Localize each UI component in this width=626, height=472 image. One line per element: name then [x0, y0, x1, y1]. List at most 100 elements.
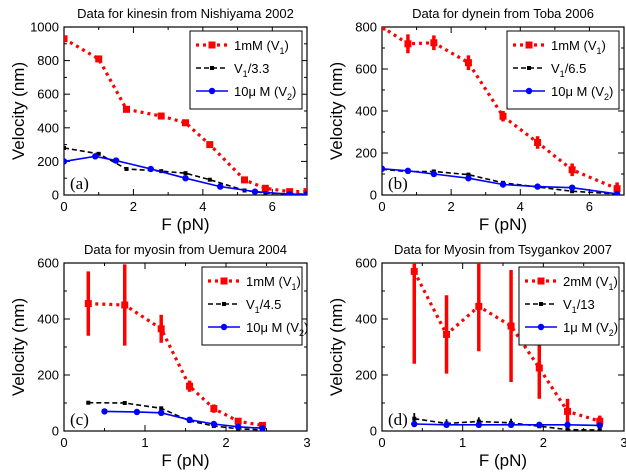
series-line-2 [382, 167, 618, 195]
data-point [186, 416, 193, 423]
legend-swatch-marker [210, 66, 214, 70]
x-tick-label: 2 [130, 199, 137, 214]
x-tick-label: 6 [269, 199, 276, 214]
data-point [466, 172, 471, 177]
legend-label: V1/3.3 [234, 61, 269, 79]
y-tick-label: 0 [370, 424, 377, 439]
legend-label-tail: /13 [577, 297, 595, 312]
y-tick-label: 400 [37, 120, 59, 135]
data-point [411, 420, 418, 428]
chart-panel-3: Data for Myosin from Tsygankov 2007 0 1 2 3 0… [327, 242, 626, 470]
legend: 1mM (V1) V1/3.3 10μ M (V2) [189, 30, 303, 110]
legend-label: 10μ M (V2) [234, 84, 296, 102]
data-point [157, 325, 165, 333]
legend-label: 1mM (V1) [551, 38, 606, 56]
chart-title: Data for kinesin from Nishiyama 2002 [77, 6, 294, 21]
y-axis-label: Velocity (nm) [9, 62, 28, 160]
data-point [475, 302, 483, 310]
y-tick-label: 400 [37, 312, 59, 327]
series-group [410, 263, 604, 431]
data-point [570, 189, 575, 194]
legend-swatch-marker [222, 302, 226, 306]
legend-label: 10μ M (V2) [551, 84, 613, 102]
data-point [382, 165, 386, 172]
legend-label-subscript: 2 [299, 328, 304, 338]
data-point [159, 406, 164, 411]
panel-label: (a) [70, 174, 89, 193]
legend-label-main: 10μ M (V [234, 84, 287, 99]
legend-label-tail: ) [304, 320, 308, 335]
series-line-1 [382, 168, 618, 195]
legend-label: 10μ M (V2) [246, 320, 308, 338]
y-tick-label: 200 [355, 146, 377, 161]
legend-label-main: 10μ M (V [551, 84, 604, 99]
legend-label-tail: ) [614, 320, 618, 335]
legend-label: 1mM (V1) [246, 274, 301, 292]
data-point [182, 175, 189, 182]
chart-title: Data for Myosin from Tsygankov 2007 [394, 242, 612, 257]
legend-swatch-marker [537, 323, 545, 331]
data-point [286, 190, 293, 195]
data-point [206, 141, 214, 149]
x-tick-label: 4 [199, 199, 206, 214]
legend-label-main: V [234, 61, 243, 76]
legend-label-subscript: 1 [597, 46, 602, 56]
legend-label: 1mM (V1) [234, 38, 289, 56]
y-tick-label: 200 [355, 368, 377, 383]
legend-swatch-marker [539, 302, 543, 306]
x-axis-label: F (pN) [479, 215, 527, 234]
chart-panel-2: Data for myosin from Uemura 2004 0 1 2 3 0 200… [9, 242, 311, 470]
y-tick-label: 600 [355, 256, 377, 271]
y-tick-label: 600 [37, 256, 59, 271]
data-point [112, 157, 120, 164]
legend-label-subscript: 1 [572, 305, 577, 315]
data-point [536, 421, 543, 429]
data-point [158, 409, 165, 416]
panel-label: (d) [388, 410, 408, 429]
data-point [121, 301, 129, 309]
data-point [157, 112, 165, 120]
data-point [475, 421, 482, 429]
data-point [597, 428, 602, 431]
data-point [64, 35, 68, 43]
x-tick-label: 0 [378, 199, 385, 214]
data-point [234, 423, 242, 430]
y-tick-label: 600 [37, 87, 59, 102]
y-axis-label: Velocity (nm) [327, 62, 346, 160]
series-line-0 [64, 37, 307, 194]
data-point [96, 151, 101, 156]
y-axis-label: Velocity (nm) [9, 298, 28, 396]
data-point [476, 419, 481, 424]
x-axis-label: F (pN) [479, 451, 527, 470]
chart-title: Data for dynein from Toba 2006 [412, 6, 594, 21]
legend-label-tail: ) [292, 84, 296, 99]
series-line-0 [382, 27, 618, 191]
y-tick-label: 600 [355, 62, 377, 77]
legend-label: V1/13 [563, 297, 595, 315]
data-point [464, 59, 472, 67]
data-point [568, 184, 576, 191]
legend-box [201, 266, 303, 346]
data-point [186, 382, 194, 390]
panel-label: (b) [388, 174, 408, 193]
x-tick-label: 2 [448, 199, 455, 214]
chart-title: Data for myosin from Uemura 2004 [84, 242, 287, 257]
y-tick-label: 1000 [30, 20, 59, 35]
data-point [86, 400, 91, 405]
data-point [613, 190, 621, 195]
data-point [183, 171, 188, 176]
legend-label-tail: ) [614, 274, 618, 289]
legend-label-tail: /6.5 [565, 61, 587, 76]
legend-swatch-marker [537, 277, 545, 285]
data-point [261, 184, 269, 192]
legend-swatch-marker [525, 41, 533, 49]
data-point [101, 408, 108, 415]
data-point [430, 39, 438, 47]
legend-label-main: 10μ M (V [246, 320, 299, 335]
legend-swatch-marker [527, 66, 531, 70]
data-point [92, 153, 99, 160]
y-tick-label: 0 [52, 188, 59, 203]
chart-panel-0: Data for kinesin from Nishiyama 2002 0 2 4 6… [9, 6, 308, 234]
data-point [507, 421, 515, 429]
